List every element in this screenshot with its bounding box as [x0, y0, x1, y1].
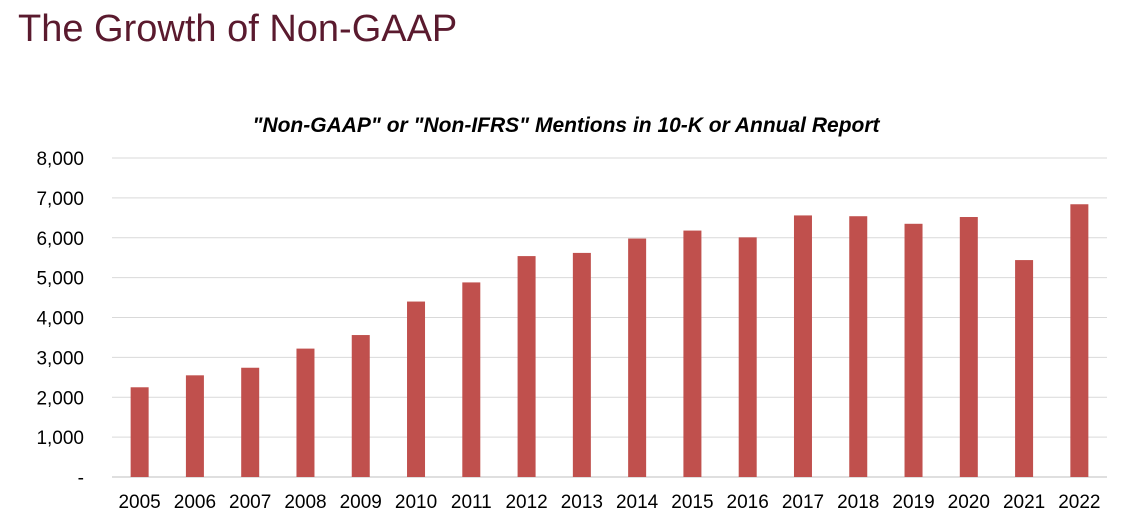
bar-2013	[572, 252, 591, 477]
x-tick-label: 2010	[395, 492, 437, 513]
x-tick-label: 2013	[561, 492, 603, 513]
gridlines	[112, 157, 1107, 478]
y-tick-label: 8,000	[36, 149, 84, 170]
x-tick-label: 2011	[451, 492, 492, 513]
x-tick-label: 2009	[340, 492, 382, 513]
bar-2016	[738, 237, 757, 477]
x-tick-label: 2022	[1058, 492, 1100, 513]
y-tick-label: 7,000	[36, 189, 84, 210]
bar-2008	[296, 348, 315, 477]
x-tick-label: 2020	[948, 492, 990, 513]
x-tick-label: 2019	[892, 492, 934, 513]
bar-2010	[407, 301, 426, 477]
y-tick-label: -	[78, 468, 84, 489]
bar-2020	[959, 217, 978, 477]
bar-2011	[462, 282, 481, 477]
x-tick-label: 2018	[837, 492, 879, 513]
bar-2018	[849, 216, 868, 477]
y-tick-label: 1,000	[36, 428, 84, 449]
x-tick-label: 2007	[229, 492, 271, 513]
x-tick-label: 2021	[1003, 492, 1045, 513]
bar-2022	[1070, 204, 1089, 477]
bar-2009	[351, 335, 370, 477]
bar-2014	[628, 238, 647, 477]
x-tick-label: 2005	[118, 492, 160, 513]
y-tick-label: 6,000	[36, 229, 84, 250]
bar-2006	[185, 375, 204, 477]
x-tick-label: 2014	[616, 492, 659, 513]
x-tick-label: 2016	[727, 492, 769, 513]
chart-title: "Non-GAAP" or "Non-IFRS" Mentions in 10-…	[252, 114, 880, 137]
x-axis-tick-labels: 2005 2006 2007 2008 2009 2010 2011 2012 2013 2014…	[118, 492, 1100, 513]
y-tick-label: 5,000	[36, 269, 84, 290]
bar-2015	[683, 230, 702, 477]
bar-2019	[904, 223, 923, 477]
x-tick-label: 2012	[505, 492, 547, 513]
bar-2012	[517, 256, 536, 477]
x-tick-label: 2008	[284, 492, 326, 513]
bar-2017	[793, 215, 812, 478]
y-tick-label: 2,000	[36, 388, 84, 409]
y-axis-tick-labels: - 1,000 2,000 3,000 4,000 5,000 6,000 7,000 8,00…	[36, 149, 84, 489]
slide-title: The Growth of Non-GAAP	[18, 8, 458, 50]
x-tick-label: 2006	[174, 492, 216, 513]
bar-2007	[241, 367, 260, 477]
bar-2021	[1015, 260, 1034, 477]
x-tick-label: 2015	[671, 492, 713, 513]
y-tick-label: 4,000	[36, 309, 84, 330]
bar-2005	[130, 387, 149, 477]
y-tick-label: 3,000	[36, 348, 84, 369]
bars	[130, 204, 1089, 478]
x-tick-label: 2017	[782, 492, 824, 513]
